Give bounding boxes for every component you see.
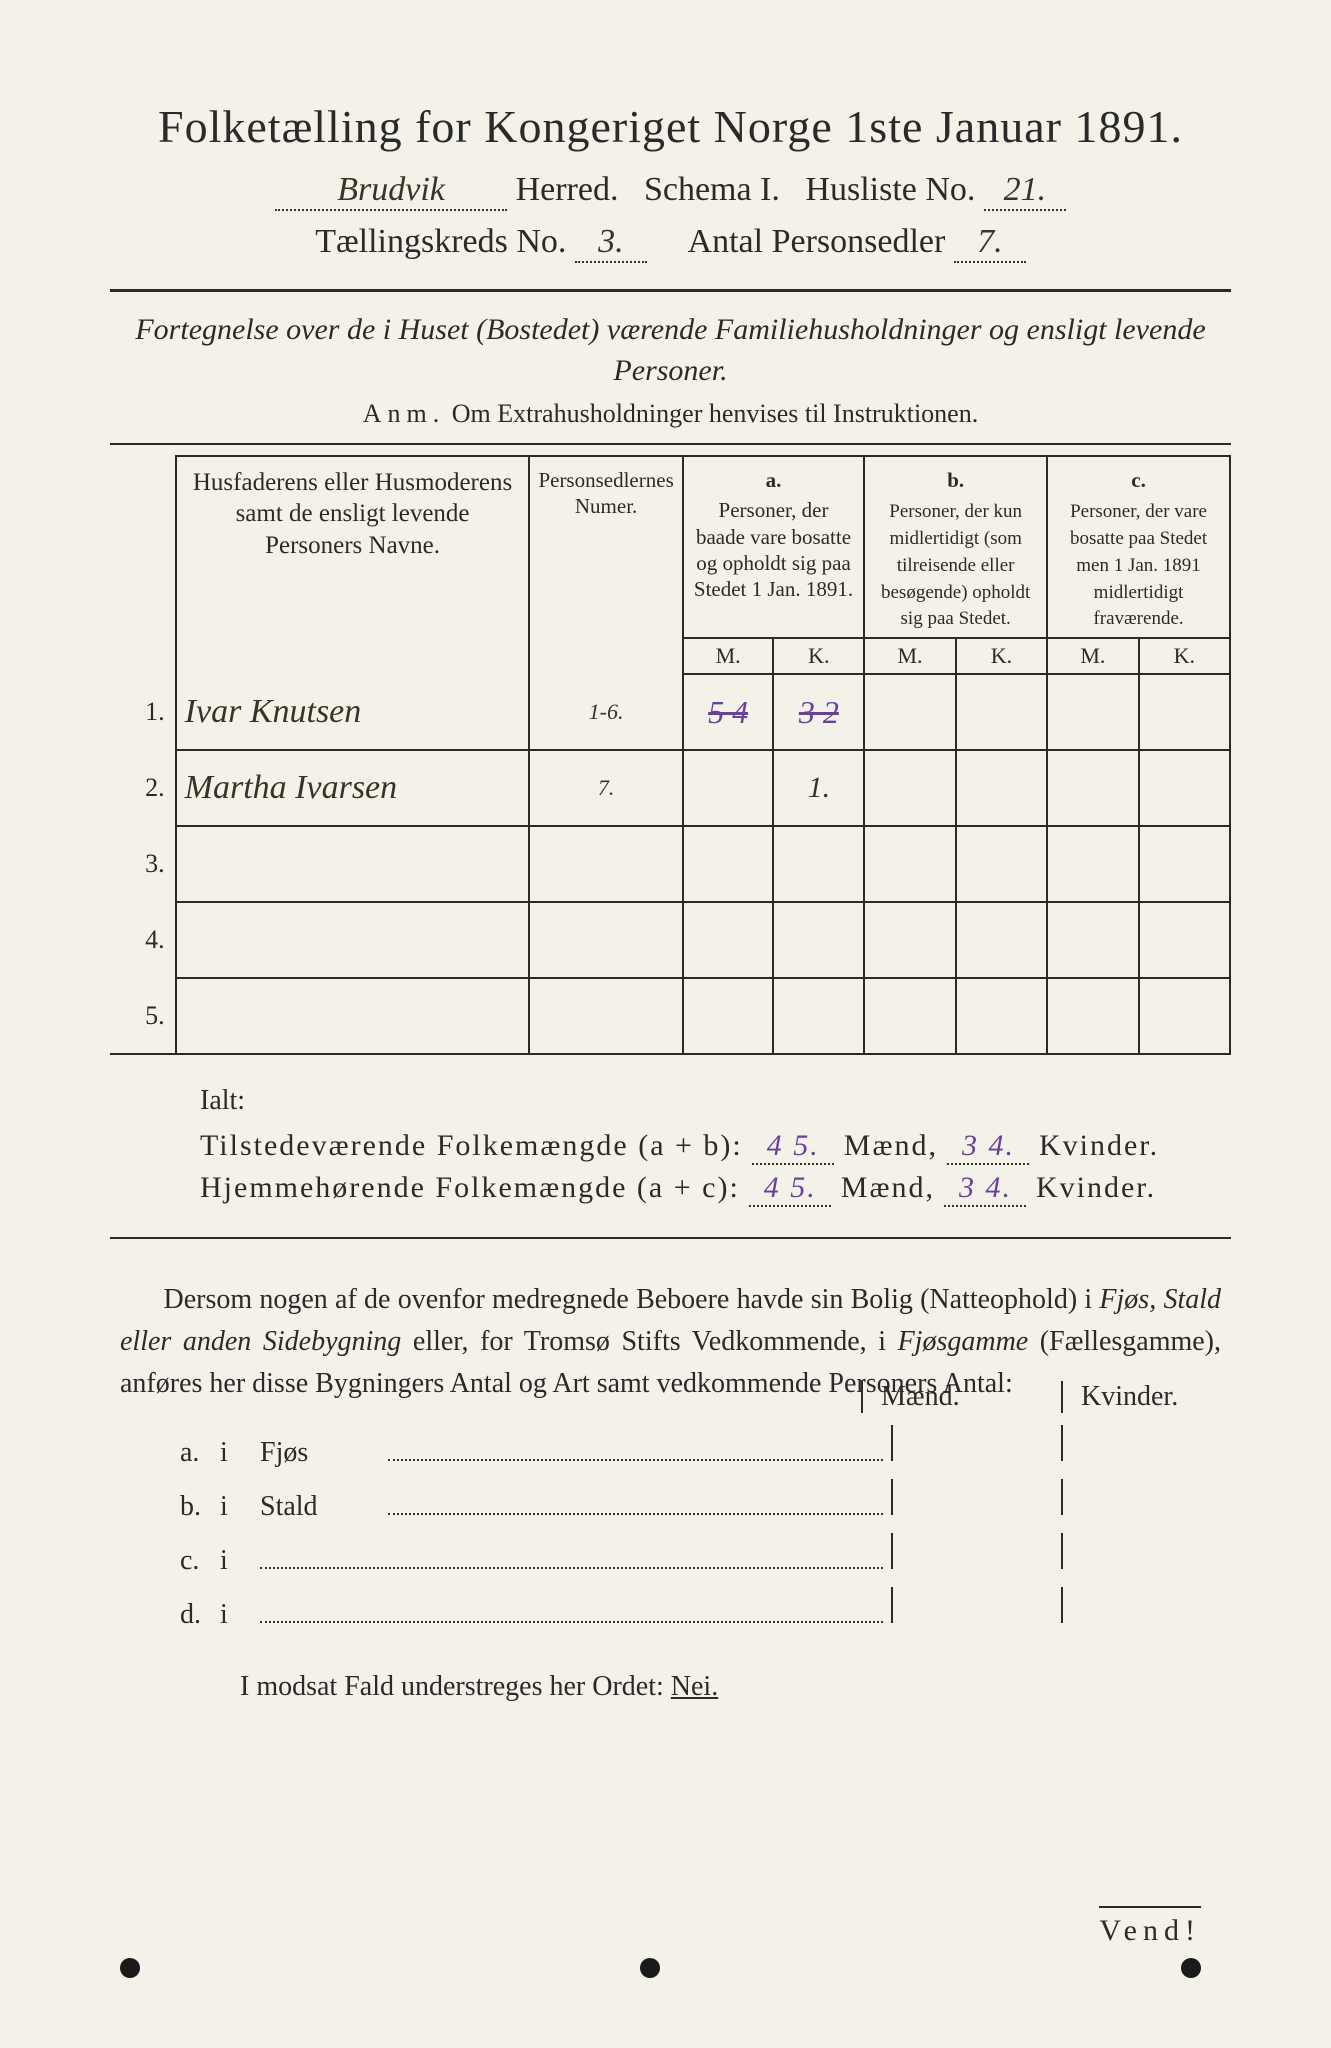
census-form-page: Folketælling for Kongeriget Norge 1ste J… — [0, 0, 1331, 2048]
col-b-header: b. Personer, der kun midlertidigt (som t… — [864, 456, 1047, 638]
herred-label: Herred. — [516, 171, 619, 208]
header-line-2: Tællingskreds No. 3. Antal Personsedler … — [110, 223, 1231, 263]
bld-line-b: b. i Stald — [180, 1479, 1231, 1523]
bld-line-c: c. i — [180, 1533, 1231, 1577]
divider — [110, 289, 1231, 292]
kreds-label: Tællingskreds No. — [315, 223, 566, 260]
punch-hole-icon — [120, 1958, 140, 1978]
antal-value: 7. — [954, 223, 1026, 263]
col-c-m: M. — [1047, 638, 1139, 674]
sum-present: Tilstedeværende Folkemængde (a + b): 4 5… — [200, 1129, 1231, 1165]
nei-line: I modsat Fald understreges her Ordet: Ne… — [240, 1671, 1231, 1703]
husliste-value: 21. — [984, 171, 1066, 211]
divider-thin — [110, 1237, 1231, 1239]
page-title: Folketælling for Kongeriget Norge 1ste J… — [110, 100, 1231, 153]
col-c-k: K. — [1139, 638, 1230, 674]
header-line-1: Brudvik Herred. Schema I. Husliste No. 2… — [110, 171, 1231, 211]
col-b-m: M. — [864, 638, 956, 674]
punch-hole-icon — [1181, 1958, 1201, 1978]
table-row: 3. — [110, 826, 1230, 902]
outbuilding-lines: Mænd. Kvinder. a. i Fjøs b. i Stald c. i… — [180, 1425, 1231, 1631]
punch-hole-icon — [640, 1958, 660, 1978]
sum-resident: Hjemmehørende Folkemængde (a + c): 4 5. … — [200, 1171, 1231, 1207]
husliste-label: Husliste No. — [805, 171, 975, 208]
anm-text: Om Extrahusholdninger henvises til Instr… — [445, 399, 978, 428]
mk-header: Mænd. Kvinder. — [861, 1381, 1231, 1413]
ialt-label: Ialt: — [200, 1085, 1231, 1117]
bld-line-a: a. i Fjøs — [180, 1425, 1231, 1469]
col-b-k: K. — [956, 638, 1047, 674]
schema-label: Schema I. — [644, 171, 780, 208]
anm-label: Anm. — [363, 399, 446, 428]
table-row: 1. Ivar Knutsen 1-6. 5 4 3 2 — [110, 674, 1230, 750]
intro-text: Fortegnelse over de i Huset (Bostedet) v… — [110, 310, 1231, 391]
vend-label: Vend! — [1099, 1906, 1201, 1948]
divider-thin — [110, 443, 1231, 445]
col-pnum-header: Personsedlernes Numer. — [529, 456, 682, 674]
bld-line-d: d. i — [180, 1587, 1231, 1631]
col-name-header: Husfaderens eller Husmoderens samt de en… — [176, 456, 530, 674]
anm-line: Anm. Om Extrahusholdninger henvises til … — [110, 399, 1231, 429]
col-a-m: M. — [683, 638, 774, 674]
col-c-header: c. Personer, der vare bosatte paa Stedet… — [1047, 456, 1230, 638]
household-table: Husfaderens eller Husmoderens samt de en… — [110, 455, 1231, 1055]
col-a-k: K. — [773, 638, 864, 674]
antal-label: Antal Personsedler — [688, 223, 946, 260]
table-row: 4. — [110, 902, 1230, 978]
herred-value: Brudvik — [275, 171, 507, 211]
table-row: 2. Martha Ivarsen 7. 1. — [110, 750, 1230, 826]
kreds-value: 3. — [575, 223, 647, 263]
col-a-header: a. Personer, der baade vare bosatte og o… — [683, 456, 865, 638]
table-row: 5. — [110, 978, 1230, 1054]
